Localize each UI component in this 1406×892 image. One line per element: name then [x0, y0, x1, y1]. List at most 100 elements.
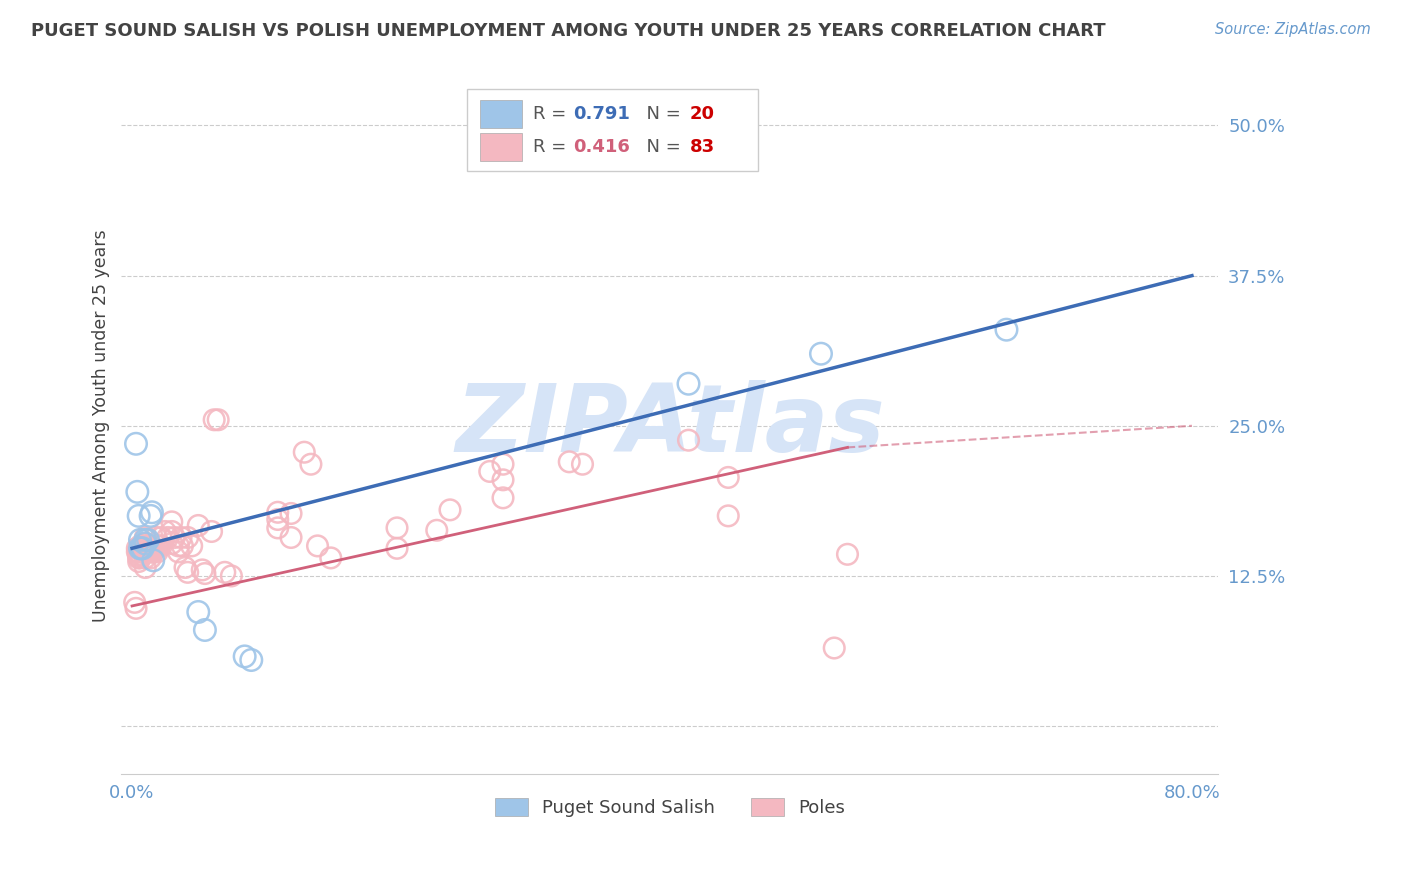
Text: N =: N = — [636, 105, 686, 123]
Point — [194, 566, 217, 581]
Point — [143, 542, 166, 557]
Point — [141, 545, 163, 559]
Point — [191, 563, 214, 577]
Point — [492, 457, 515, 471]
Point — [194, 623, 217, 637]
Point — [128, 545, 150, 559]
Point — [678, 376, 700, 391]
Point — [160, 515, 183, 529]
Point — [136, 545, 159, 559]
Point — [478, 465, 501, 479]
Text: R =: R = — [533, 138, 572, 156]
Point — [214, 566, 236, 580]
Point — [187, 605, 209, 619]
Point — [139, 508, 162, 523]
Point — [176, 531, 198, 545]
Point — [142, 545, 165, 559]
Point — [267, 505, 290, 519]
Text: R =: R = — [533, 105, 572, 123]
Text: PUGET SOUND SALISH VS POLISH UNEMPLOYMENT AMONG YOUTH UNDER 25 YEARS CORRELATION: PUGET SOUND SALISH VS POLISH UNEMPLOYMEN… — [31, 22, 1105, 40]
Point — [139, 550, 162, 565]
Point — [170, 531, 193, 545]
Point — [128, 549, 150, 563]
Point — [176, 566, 198, 580]
Point — [202, 413, 225, 427]
Text: Source: ZipAtlas.com: Source: ZipAtlas.com — [1215, 22, 1371, 37]
Point — [163, 531, 186, 545]
Point — [174, 560, 197, 574]
Point — [267, 512, 290, 526]
Point — [128, 550, 150, 565]
Point — [127, 545, 149, 559]
Point — [233, 649, 256, 664]
Point — [267, 521, 290, 535]
Point — [439, 503, 461, 517]
Text: 20: 20 — [690, 105, 714, 123]
FancyBboxPatch shape — [481, 101, 522, 128]
Point — [240, 653, 263, 667]
Point — [995, 323, 1018, 337]
FancyBboxPatch shape — [481, 133, 522, 161]
Point — [172, 539, 194, 553]
Point — [136, 539, 159, 553]
Point — [136, 533, 159, 547]
Point — [134, 560, 156, 574]
Point — [145, 531, 167, 545]
Point — [221, 569, 243, 583]
Point — [131, 541, 153, 556]
Point — [138, 542, 160, 557]
Point — [125, 601, 148, 615]
Text: 0.791: 0.791 — [574, 105, 630, 123]
Point — [180, 539, 202, 553]
Y-axis label: Unemployment Among Youth under 25 years: Unemployment Among Youth under 25 years — [93, 229, 110, 622]
Point — [150, 531, 173, 545]
Point — [292, 445, 315, 459]
Point — [148, 539, 170, 553]
Point — [129, 539, 152, 553]
Point — [717, 470, 740, 484]
Point — [129, 550, 152, 565]
Text: 83: 83 — [690, 138, 714, 156]
Point — [299, 457, 322, 471]
Point — [823, 640, 845, 655]
Point — [134, 550, 156, 565]
Point — [127, 484, 149, 499]
Legend: Puget Sound Salish, Poles: Puget Sound Salish, Poles — [488, 790, 852, 824]
Point — [134, 536, 156, 550]
Point — [134, 536, 156, 550]
Point — [156, 531, 179, 545]
Point — [127, 541, 149, 556]
Point — [558, 455, 581, 469]
Point — [142, 553, 165, 567]
Point — [153, 524, 176, 539]
Text: 0.416: 0.416 — [574, 138, 630, 156]
Point — [135, 542, 157, 557]
Point — [810, 347, 832, 361]
Point — [492, 491, 515, 505]
Point — [167, 545, 190, 559]
Point — [131, 539, 153, 553]
Point — [131, 545, 153, 559]
FancyBboxPatch shape — [467, 89, 758, 171]
Point — [146, 545, 169, 559]
Point — [125, 437, 148, 451]
Point — [187, 518, 209, 533]
Point — [280, 507, 302, 521]
Point — [128, 555, 150, 569]
Point — [146, 539, 169, 553]
Point — [131, 539, 153, 553]
Point — [160, 524, 183, 539]
Point — [160, 536, 183, 550]
Point — [167, 539, 190, 553]
Point — [837, 547, 859, 561]
Point — [280, 531, 302, 545]
Point — [141, 505, 163, 519]
Point — [385, 541, 408, 556]
Point — [139, 545, 162, 559]
Text: N =: N = — [636, 138, 686, 156]
Point — [129, 541, 152, 556]
Point — [678, 433, 700, 447]
Point — [492, 473, 515, 487]
Point — [134, 533, 156, 547]
Point — [385, 521, 408, 535]
